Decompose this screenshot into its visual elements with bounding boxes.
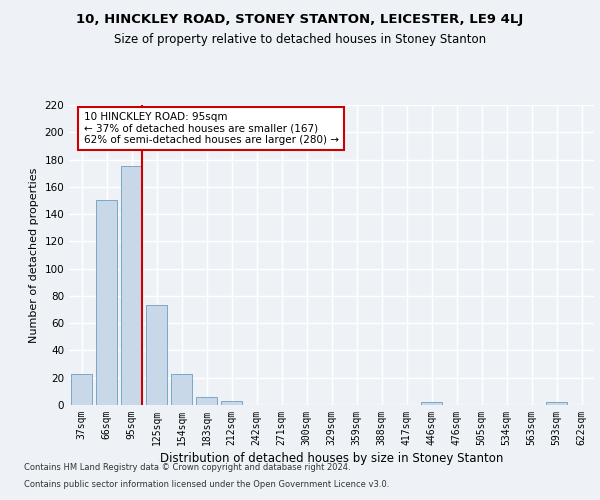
Bar [546, 402, 567, 405]
Bar [121, 166, 142, 405]
Bar [171, 374, 192, 405]
Text: 10, HINCKLEY ROAD, STONEY STANTON, LEICESTER, LE9 4LJ: 10, HINCKLEY ROAD, STONEY STANTON, LEICE… [76, 12, 524, 26]
Bar [221, 401, 242, 405]
Bar [146, 306, 167, 405]
Bar [71, 374, 92, 405]
Y-axis label: Number of detached properties: Number of detached properties [29, 168, 39, 342]
Text: 10 HINCKLEY ROAD: 95sqm
← 37% of detached houses are smaller (167)
62% of semi-d: 10 HINCKLEY ROAD: 95sqm ← 37% of detache… [83, 112, 338, 145]
Text: Contains HM Land Registry data © Crown copyright and database right 2024.: Contains HM Land Registry data © Crown c… [24, 464, 350, 472]
X-axis label: Distribution of detached houses by size in Stoney Stanton: Distribution of detached houses by size … [160, 452, 503, 465]
Bar [421, 402, 442, 405]
Bar [196, 397, 217, 405]
Bar [96, 200, 117, 405]
Text: Contains public sector information licensed under the Open Government Licence v3: Contains public sector information licen… [24, 480, 389, 489]
Text: Size of property relative to detached houses in Stoney Stanton: Size of property relative to detached ho… [114, 32, 486, 46]
